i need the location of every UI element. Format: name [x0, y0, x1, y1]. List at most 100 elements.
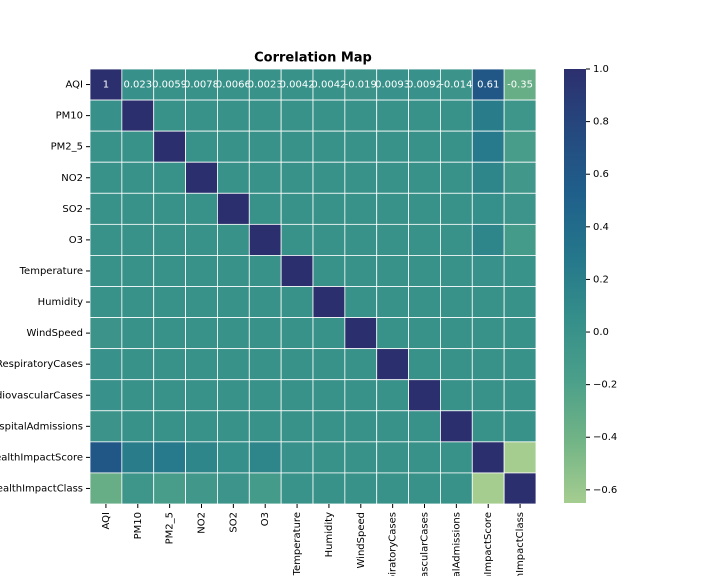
heatmap-cell: [185, 130, 218, 163]
heatmap-cell: [89, 472, 123, 505]
heatmap-cell: [471, 410, 505, 443]
cell-label: 0.0066: [216, 80, 251, 91]
heatmap-cell: [121, 68, 155, 101]
heatmap-cell: [344, 441, 378, 474]
y-tick-label: NO2: [61, 173, 83, 184]
heatmap-cell: [121, 99, 155, 132]
heatmap-cell: [440, 68, 473, 101]
heatmap-cell: [312, 130, 346, 163]
heatmap-cell: [471, 255, 505, 287]
cell-label: 0.0093: [375, 80, 410, 91]
heatmap-cell: [217, 348, 250, 381]
colorbar-tick-label: 0.6: [593, 169, 609, 180]
heatmap-cell: [376, 317, 409, 350]
heatmap-cell: [248, 286, 282, 318]
heatmap-cell: [503, 130, 537, 163]
y-tick-label: HealthImpactClass: [0, 483, 83, 494]
heatmap-cell: [248, 441, 282, 474]
heatmap-cell: [471, 317, 505, 350]
heatmap-cell: [153, 192, 186, 225]
cell-label: 0.0059: [152, 80, 187, 91]
heatmap-cell: [376, 161, 409, 194]
heatmap-cell: [376, 348, 409, 381]
heatmap-cell: [280, 161, 314, 194]
heatmap-cell: [471, 192, 505, 225]
heatmap-cell: [280, 317, 314, 350]
heatmap-cell: [503, 99, 537, 132]
heatmap-cell: [280, 192, 314, 225]
heatmap-cell: [503, 286, 537, 318]
heatmap-cell: [217, 192, 250, 225]
heatmap-cell: [153, 99, 186, 132]
heatmap-cell: [185, 99, 218, 132]
heatmap-cell: [471, 286, 505, 318]
x-tick-label: PM10: [133, 512, 144, 539]
heatmap-cell: [89, 255, 123, 287]
heatmap-cell: [121, 317, 155, 350]
x-tick-label: AQI: [101, 512, 112, 530]
heatmap-cell: [153, 379, 186, 412]
heatmap-cell: [471, 348, 505, 381]
heatmap-cell: [121, 192, 155, 225]
heatmap-cell: [376, 68, 409, 101]
heatmap-cell: [503, 410, 537, 443]
heatmap-cell: [440, 379, 473, 412]
heatmap-cell: [280, 379, 314, 412]
heatmap-cell: [312, 379, 346, 412]
heatmap-cell: [280, 99, 314, 132]
heatmap-cell: [503, 317, 537, 350]
heatmap-cell: [217, 130, 250, 163]
heatmap-cell: [344, 286, 378, 318]
heatmap-cell: [185, 441, 218, 474]
heatmap-cell: [185, 192, 218, 225]
heatmap-cell: [471, 472, 505, 505]
x-tick-label: Temperature: [292, 512, 303, 576]
heatmap-cell: [344, 192, 378, 225]
heatmap-cell: [153, 286, 186, 318]
cell-label: 0.0042: [280, 80, 315, 91]
heatmap-cell: [121, 379, 155, 412]
heatmap-cell: [440, 348, 473, 381]
heatmap-cell: [344, 317, 378, 350]
heatmap-cell: [217, 472, 250, 505]
cell-label: 0.0023: [248, 80, 283, 91]
heatmap-cell: [408, 192, 441, 225]
colorbar-tick-label: 1.0: [593, 64, 609, 75]
heatmap-cell: [280, 348, 314, 381]
heatmap-cell: [121, 161, 155, 194]
heatmap-cell: [185, 161, 218, 194]
x-tick-label: SO2: [228, 512, 239, 533]
heatmap-cell: [344, 348, 378, 381]
heatmap-cell: [440, 441, 473, 474]
heatmap-cell: [344, 379, 378, 412]
heatmap-cell: [121, 410, 155, 443]
heatmap-cell: [344, 472, 378, 505]
y-tick-label: PM2_5: [51, 142, 83, 153]
heatmap-cell: [121, 441, 155, 474]
heatmap-cell: [408, 286, 441, 318]
heatmap-cell: [280, 255, 314, 287]
heatmap-cell: [408, 410, 441, 443]
heatmap-cell: [503, 472, 537, 505]
heatmap-cell: [408, 441, 441, 474]
heatmap-cell: [89, 192, 123, 225]
heatmap-cell: [89, 379, 123, 412]
heatmap-cell: [344, 223, 378, 256]
heatmap-cell: [408, 472, 441, 505]
heatmap-cell: [280, 410, 314, 443]
heatmap-cell: [248, 472, 282, 505]
heatmap-cell: [217, 223, 250, 256]
x-tick-label: HealthImpactScore: [483, 512, 494, 576]
y-tick-label: O3: [69, 235, 83, 246]
heatmap-cell: [248, 99, 282, 132]
heatmap-cell: [344, 255, 378, 287]
heatmap-cell: [185, 286, 218, 318]
heatmap-cell: [503, 192, 537, 225]
heatmap-cell: [89, 286, 123, 318]
heatmap-cell: [312, 255, 346, 287]
heatmap-cell: [376, 379, 409, 412]
heatmap-cell: [471, 99, 505, 132]
heatmap-cell: [153, 130, 186, 163]
heatmap-cell: [217, 99, 250, 132]
